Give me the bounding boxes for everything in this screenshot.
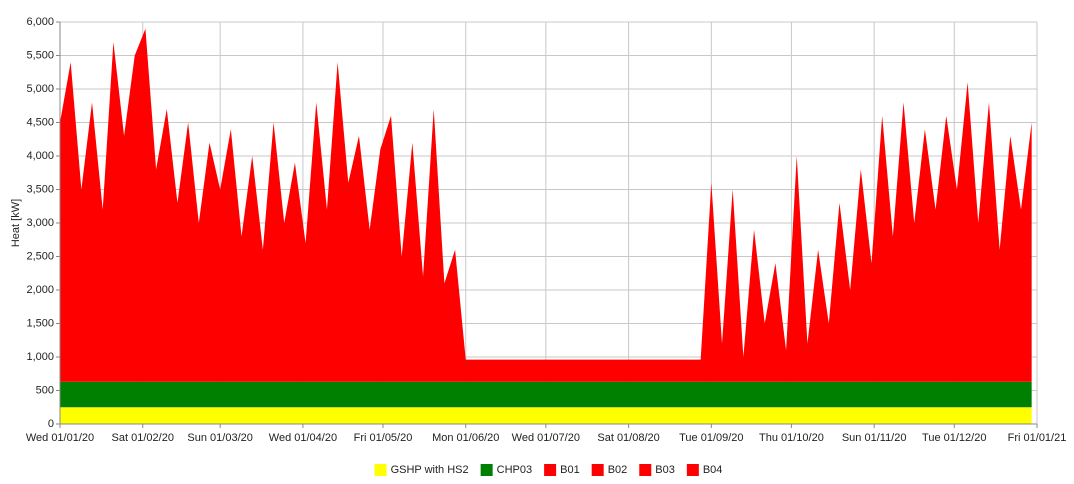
legend-swatch (639, 464, 652, 476)
y-tick-label: 2,000 (26, 284, 54, 296)
legend-label: B01 (560, 464, 580, 476)
legend-swatch (374, 464, 387, 476)
y-axis-label: Heat [kW] (10, 199, 22, 247)
legend-swatch (591, 464, 604, 476)
y-tick-label: 5,000 (26, 83, 54, 95)
x-tick-label: Tue 01/09/20 (679, 432, 743, 444)
x-tick-label: Sun 01/11/20 (842, 432, 907, 444)
y-tick-label: 2,500 (26, 250, 54, 262)
y-tick-label: 6,000 (26, 16, 54, 28)
x-tick-label: Wed 01/07/20 (512, 432, 580, 444)
area (60, 28, 1032, 382)
legend-label: B04 (703, 464, 723, 476)
y-tick-label: 3,500 (26, 183, 54, 195)
y-tick-label: 0 (48, 418, 54, 430)
y-tick-label: 5,500 (26, 49, 54, 61)
x-tick-label: Mon 01/06/20 (432, 432, 499, 444)
legend-label: B03 (655, 464, 675, 476)
area (60, 381, 1032, 408)
legend: GSHP with HS2 CHP03 B01 B02 B03 B04 (374, 464, 723, 476)
y-tick-label: 4,000 (26, 150, 54, 162)
y-tick-label: 4,500 (26, 116, 54, 128)
legend-swatch (480, 464, 493, 476)
x-tick-label: Thu 01/10/20 (759, 432, 824, 444)
legend-swatch (686, 464, 699, 476)
area (60, 407, 1032, 424)
x-tick-label: Fri 01/01/21 (1008, 432, 1067, 444)
x-tick-label: Wed 01/01/20 (26, 432, 94, 444)
x-tick-label: Sat 01/08/20 (597, 432, 659, 444)
x-tick-label: Sun 01/03/20 (187, 432, 252, 444)
legend-label: CHP03 (497, 464, 532, 476)
x-tick-label: Wed 01/04/20 (269, 432, 337, 444)
legend-swatch (544, 464, 557, 476)
y-tick-label: 1,500 (26, 317, 54, 329)
x-tick-label: Sat 01/02/20 (112, 432, 174, 444)
y-tick-label: 500 (36, 384, 54, 396)
y-tick-label: 3,000 (26, 217, 54, 229)
legend-label: B02 (608, 464, 628, 476)
legend-label: GSHP with HS2 (391, 464, 469, 476)
y-tick-label: 1,000 (26, 351, 54, 363)
x-tick-label: Fri 01/05/20 (354, 432, 413, 444)
areas (60, 28, 1032, 424)
x-tick-label: Tue 01/12/20 (922, 432, 986, 444)
